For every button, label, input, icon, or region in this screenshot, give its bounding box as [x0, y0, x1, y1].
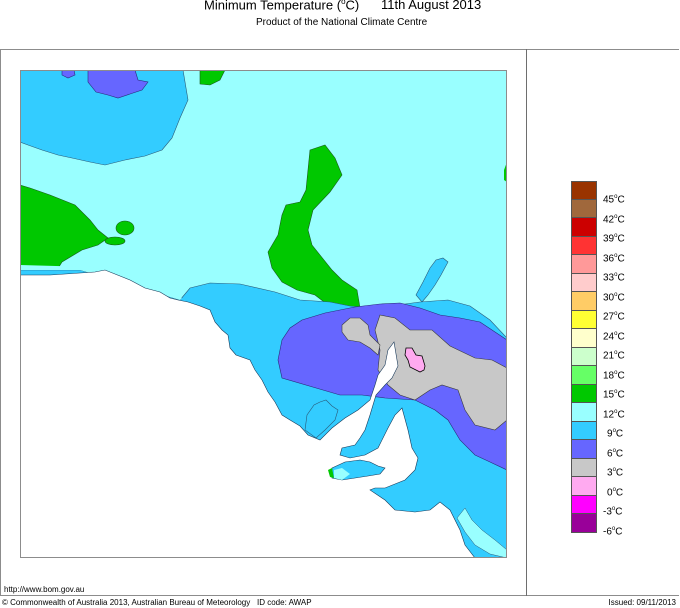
zone-12-15-north-small	[199, 70, 226, 86]
zone-12-15-islet	[115, 220, 135, 236]
legend-label: -6oC	[603, 525, 623, 537]
zone-12-15-islet	[104, 236, 126, 246]
legend-label: 3oC	[607, 467, 624, 479]
legend-label: 15oC	[603, 389, 625, 401]
subtitle: Product of the National Climate Centre	[256, 17, 428, 28]
legend-swatch	[571, 458, 597, 477]
source-url: http://www.bom.gov.au	[4, 585, 85, 594]
legend-label: 18oC	[603, 369, 625, 381]
legend-label: 45oC	[603, 194, 625, 206]
zone-9-12-southeast	[456, 507, 507, 558]
color-legend: 45oC 42oC 39oC 36oC 33oC 30oC 27oC 24oC …	[571, 181, 625, 537]
legend-swatch	[571, 273, 597, 292]
legend-label: 0oC	[607, 486, 624, 498]
zone-9-12-island	[334, 468, 350, 480]
legend-swatch	[571, 495, 597, 514]
legend-swatch	[571, 255, 597, 274]
legend-swatch	[571, 403, 597, 422]
legend-swatch	[571, 199, 597, 218]
legend-label: 9oC	[607, 428, 624, 440]
legend-swatch	[571, 347, 597, 366]
legend-swatch	[571, 477, 597, 496]
legend-label: 30oC	[603, 291, 625, 303]
legend-swatch	[571, 181, 597, 200]
title-variable: Minimum Temperature (oC)	[204, 0, 360, 13]
zone-3-6-blob	[61, 70, 76, 79]
zone-3-6-northwest	[87, 70, 149, 99]
legend-label: 27oC	[603, 311, 625, 323]
legend-swatch	[571, 310, 597, 329]
legend-label: 33oC	[603, 272, 625, 284]
legend-label: 24oC	[603, 330, 625, 342]
legend-swatch	[571, 366, 597, 385]
zone-6-9-gulf	[304, 399, 339, 439]
legend-label: 36oC	[603, 252, 625, 264]
legend-swatch	[571, 514, 597, 533]
zone-minus3-0	[404, 347, 426, 373]
legend-label: -3oC	[603, 506, 623, 518]
legend-swatch	[571, 218, 597, 237]
issued-date: Issued: 09/11/2013	[608, 598, 676, 607]
legend-swatch	[571, 421, 597, 440]
zone-12-15-island-tip	[328, 468, 334, 478]
id-code: ID code: AWAP	[257, 598, 312, 607]
legend-swatch	[571, 236, 597, 255]
frame-divider	[526, 49, 527, 596]
temperature-map	[20, 70, 507, 558]
zone-0-3-west	[341, 317, 381, 356]
legend-swatch	[571, 292, 597, 311]
legend-swatch	[571, 329, 597, 348]
ocean-area	[20, 269, 476, 558]
legend-label: 6oC	[607, 447, 624, 459]
legend-swatch	[571, 384, 597, 403]
legend-label: 21oC	[603, 350, 625, 362]
legend-label: 12oC	[603, 408, 625, 420]
map-border	[20, 70, 507, 558]
title-date: 11th August 2013	[381, 0, 482, 12]
legend-swatch	[571, 440, 597, 459]
legend-label: 39oC	[603, 233, 625, 245]
legend-label: 42oC	[603, 213, 625, 225]
zone-6-9-northwest	[20, 70, 189, 166]
map-frame	[0, 49, 679, 596]
copyright: © Commonwealth of Australia 2013, Austra…	[2, 598, 251, 607]
